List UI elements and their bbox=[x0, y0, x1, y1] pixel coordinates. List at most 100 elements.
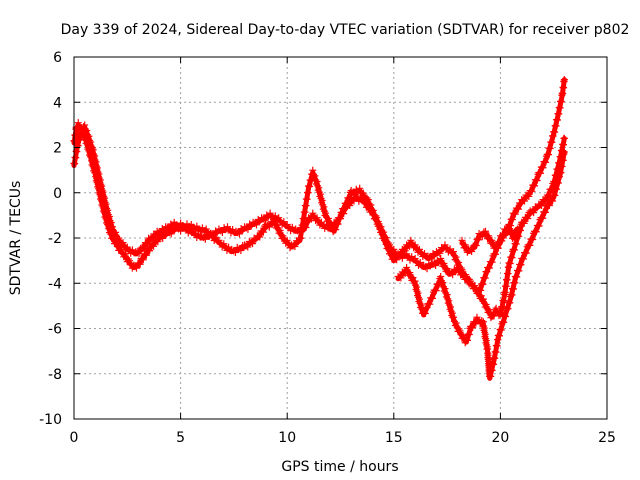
data-point bbox=[309, 209, 317, 217]
data-point bbox=[117, 245, 125, 253]
data-point bbox=[311, 172, 319, 180]
data-point bbox=[301, 208, 309, 216]
y-tick-label: 2 bbox=[53, 141, 62, 157]
data-point bbox=[135, 260, 143, 268]
data-point bbox=[464, 336, 472, 344]
data-point bbox=[556, 104, 564, 112]
data-point bbox=[526, 207, 534, 215]
data-point bbox=[359, 189, 367, 197]
y-tick-label: -2 bbox=[48, 231, 62, 247]
data-point bbox=[500, 318, 508, 326]
data-point bbox=[336, 215, 344, 223]
data-point bbox=[560, 76, 568, 84]
data-point bbox=[367, 201, 375, 209]
data-point bbox=[167, 230, 175, 238]
data-point bbox=[458, 266, 466, 274]
data-point bbox=[291, 243, 299, 251]
data-point bbox=[456, 327, 464, 335]
data-point bbox=[510, 246, 518, 254]
data-point bbox=[498, 237, 506, 245]
data-point bbox=[395, 273, 403, 281]
data-point bbox=[86, 136, 94, 144]
data-point bbox=[289, 242, 297, 250]
data-point bbox=[309, 166, 317, 174]
data-point bbox=[436, 249, 444, 257]
data-point bbox=[298, 228, 306, 236]
data-point bbox=[252, 221, 260, 229]
data-point bbox=[524, 215, 532, 223]
data-point bbox=[461, 241, 469, 249]
data-point bbox=[499, 303, 507, 311]
data-point bbox=[152, 237, 160, 245]
data-point bbox=[450, 252, 458, 260]
data-point bbox=[513, 273, 521, 281]
data-point bbox=[467, 277, 475, 285]
data-point bbox=[415, 245, 423, 253]
data-point bbox=[297, 234, 305, 242]
data-point bbox=[560, 84, 568, 92]
data-point bbox=[251, 220, 259, 228]
data-point bbox=[544, 151, 552, 159]
data-point bbox=[135, 250, 143, 258]
data-point bbox=[430, 260, 438, 268]
data-point bbox=[449, 313, 457, 321]
data-point bbox=[259, 215, 267, 223]
data-point bbox=[440, 260, 448, 268]
x-tick-label: 25 bbox=[598, 430, 616, 446]
data-point bbox=[560, 148, 568, 156]
y-tick-label: 0 bbox=[53, 186, 62, 202]
data-point bbox=[218, 229, 226, 237]
data-point bbox=[512, 240, 520, 248]
data-point bbox=[511, 233, 519, 241]
data-point bbox=[256, 233, 264, 241]
data-point bbox=[458, 236, 466, 244]
data-point bbox=[74, 119, 82, 127]
data-point bbox=[468, 323, 476, 331]
data-point bbox=[386, 247, 394, 255]
data-point bbox=[513, 225, 521, 233]
data-point bbox=[432, 262, 440, 270]
data-point bbox=[407, 236, 415, 244]
data-point bbox=[536, 169, 544, 177]
data-point bbox=[432, 287, 440, 295]
data-point bbox=[123, 243, 131, 251]
data-point bbox=[275, 214, 283, 222]
data-point bbox=[145, 234, 153, 242]
y-tick-label: 4 bbox=[53, 95, 62, 111]
y-tick-label: -6 bbox=[48, 322, 62, 338]
data-point bbox=[283, 220, 291, 228]
data-point bbox=[472, 241, 480, 249]
data-point bbox=[231, 248, 239, 256]
data-point bbox=[150, 242, 158, 250]
data-point bbox=[406, 269, 414, 277]
data-point bbox=[478, 233, 486, 241]
data-point bbox=[560, 134, 568, 142]
data-point bbox=[299, 221, 307, 229]
data-point bbox=[482, 300, 490, 308]
data-point bbox=[494, 244, 502, 252]
data-point bbox=[485, 306, 493, 314]
data-point bbox=[466, 246, 474, 254]
data-point bbox=[115, 234, 123, 242]
data-point bbox=[531, 182, 539, 190]
data-point bbox=[485, 232, 493, 240]
data-point bbox=[488, 236, 496, 244]
data-point bbox=[523, 192, 531, 200]
data-point bbox=[497, 326, 505, 334]
data-point bbox=[191, 226, 199, 234]
data-point bbox=[159, 234, 167, 242]
data-point bbox=[264, 222, 272, 230]
data-point bbox=[81, 125, 89, 133]
data-point bbox=[112, 228, 120, 236]
data-point bbox=[506, 299, 514, 307]
data-point bbox=[377, 226, 385, 234]
data-point bbox=[279, 232, 287, 240]
data-point bbox=[340, 205, 348, 213]
data-point bbox=[265, 223, 273, 231]
data-point bbox=[71, 160, 79, 168]
data-point bbox=[244, 243, 252, 251]
data-point bbox=[266, 209, 274, 217]
data-point bbox=[491, 354, 499, 362]
data-point bbox=[259, 228, 267, 236]
